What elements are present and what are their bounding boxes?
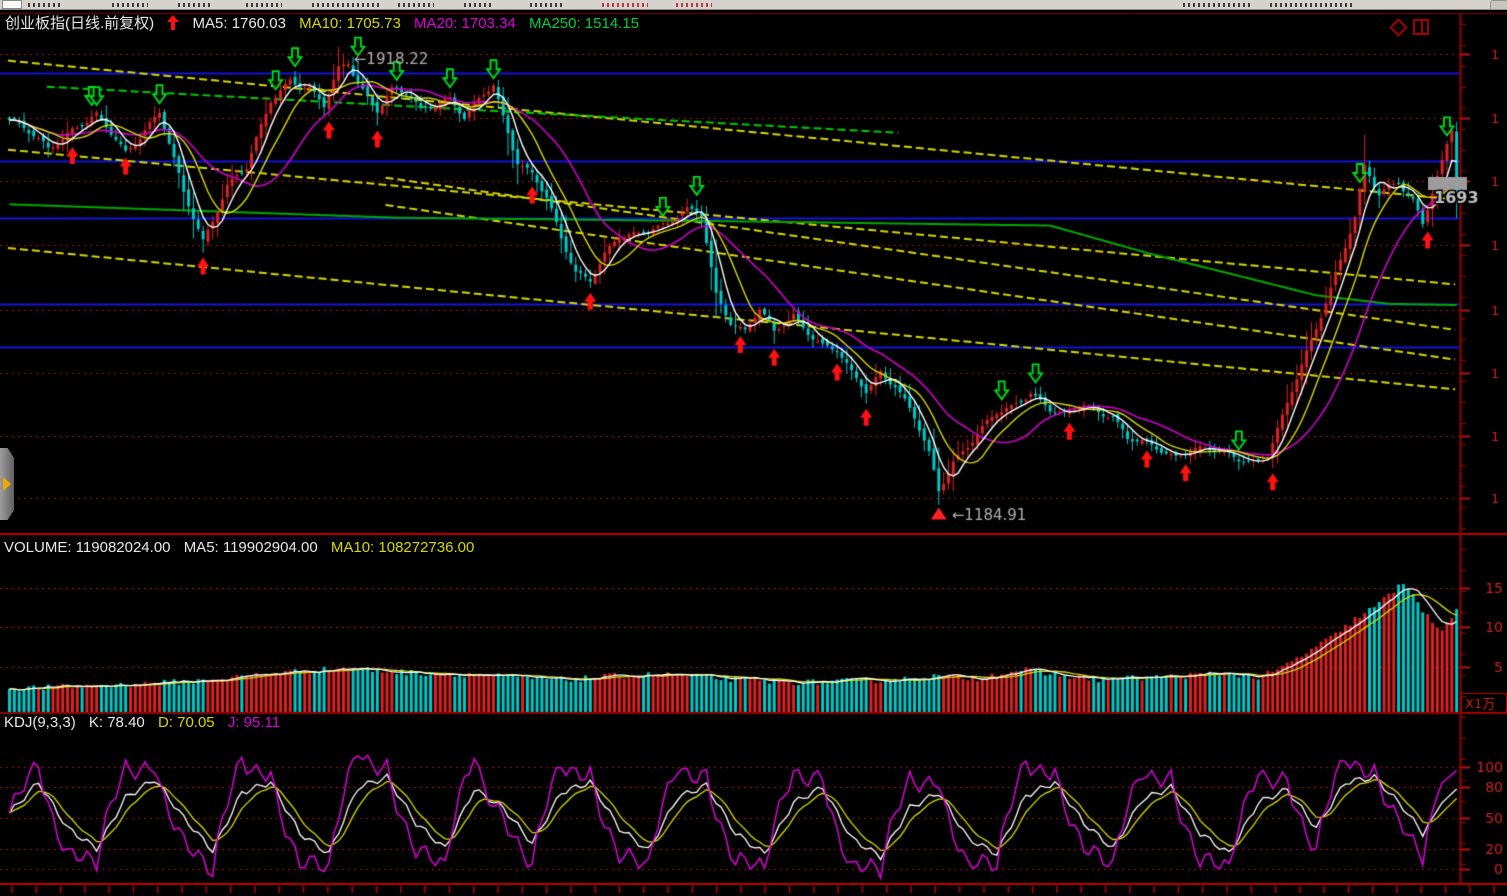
menu-item[interactable]	[464, 3, 492, 7]
menu-item[interactable]	[530, 3, 562, 7]
ma20-legend: MA20: 1703.34	[414, 15, 516, 32]
kdj-j-label: J: 95.11	[227, 714, 281, 731]
menu-item[interactable]	[178, 3, 212, 7]
menu-item-highlighted[interactable]	[676, 3, 712, 7]
menu-item[interactable]	[246, 3, 282, 7]
menu-item[interactable]	[1183, 3, 1253, 7]
ma250-legend: MA250: 1514.15	[528, 15, 640, 32]
volume-ma5-label: MA5: 119902904.00	[183, 539, 318, 556]
menu-item[interactable]	[312, 3, 382, 7]
sidebar-expand-tab[interactable]	[0, 448, 14, 520]
ma10-legend: MA10: 1705.73	[299, 15, 401, 32]
menu-item[interactable]	[112, 3, 148, 7]
buy-signal-arrow-icon	[167, 15, 180, 34]
main-chart-legend: 创业板指(日线.前复权) MA5: 1760.03 MA10: 1705.73 …	[5, 12, 648, 34]
kdj-legend: KDJ(9,3,3) K: 78.40 D: 70.05 J: 95.11	[4, 714, 289, 731]
menu-item[interactable]	[1270, 3, 1352, 7]
kdj-k-label: K: 78.40	[88, 714, 145, 731]
menu-item[interactable]	[28, 3, 62, 7]
kdj-label: KDJ(9,3,3)	[4, 714, 76, 731]
window-menu-icon[interactable]	[2, 0, 22, 9]
volume-legend: VOLUME: 119082024.00 MA5: 119902904.00 M…	[4, 539, 483, 556]
volume-ma10-label: MA10: 108272736.00	[330, 539, 475, 556]
ma5-legend: MA5: 1760.03	[192, 15, 286, 32]
instrument-title: 创业板指(日线.前复权)	[5, 15, 155, 32]
expand-arrow-icon	[3, 477, 11, 491]
menu-item[interactable]	[398, 3, 434, 7]
volume-label: VOLUME: 119082024.00	[4, 539, 171, 556]
menu-bar[interactable]	[0, 0, 1507, 10]
toolbar-corner	[1490, 0, 1507, 10]
kdj-d-label: D: 70.05	[157, 714, 215, 731]
menu-item-highlighted[interactable]	[602, 3, 648, 7]
split-window-icon[interactable]	[1413, 19, 1429, 35]
